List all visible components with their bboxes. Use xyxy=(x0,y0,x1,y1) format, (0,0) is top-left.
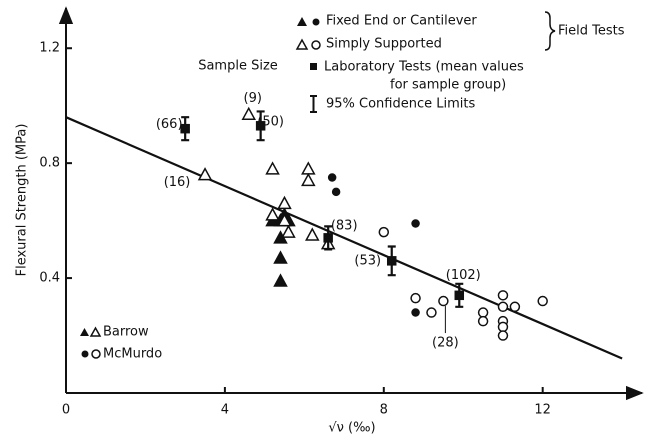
point xyxy=(454,290,465,301)
point xyxy=(273,273,288,287)
point-label: (50) xyxy=(257,114,284,129)
legend-symbol xyxy=(81,350,89,358)
y-axis-label: Flexural Strength (MPa) xyxy=(15,124,30,277)
point xyxy=(497,290,509,301)
point xyxy=(265,161,280,175)
legend-site: Barrow xyxy=(103,325,149,340)
point xyxy=(386,256,397,266)
point-label: (53) xyxy=(354,253,381,268)
legend-text: 95% Confidence Limits xyxy=(326,97,475,112)
point-label: (83) xyxy=(331,218,358,233)
point xyxy=(411,308,420,317)
point xyxy=(438,295,449,307)
point xyxy=(281,224,296,238)
x-tick-label: 8 xyxy=(380,403,388,418)
y-tick-label: 1.2 xyxy=(39,41,60,56)
point xyxy=(497,321,509,333)
point xyxy=(265,207,280,221)
legend: Fixed End or Cantilever Simply Supported… xyxy=(80,11,625,362)
point xyxy=(411,219,420,228)
legend-symbol xyxy=(310,63,317,70)
legend-symbol xyxy=(295,38,309,50)
x-tick-label: 12 xyxy=(534,403,551,418)
point xyxy=(301,161,316,175)
point xyxy=(180,123,190,134)
point xyxy=(255,121,266,131)
legend-text: Fixed End or Cantilever xyxy=(326,14,477,29)
point xyxy=(327,173,337,182)
point xyxy=(197,167,213,181)
point-label: (102) xyxy=(446,268,481,283)
legend-text: Laboratory Tests (mean values xyxy=(324,60,524,75)
x-tick-label: 4 xyxy=(221,403,229,418)
legend-symbol xyxy=(310,95,317,113)
point xyxy=(410,292,421,304)
legend-symbol xyxy=(89,326,102,337)
point xyxy=(277,195,292,210)
point xyxy=(477,315,489,327)
point-label: (66) xyxy=(156,117,183,132)
fit-line xyxy=(65,116,623,360)
legend-symbol xyxy=(311,40,321,50)
point xyxy=(241,106,256,121)
legend-text: Simply Supported xyxy=(326,37,442,52)
y-tick-label: 0.4 xyxy=(39,271,60,286)
point xyxy=(497,301,509,313)
point xyxy=(301,172,316,187)
point-label: (28) xyxy=(432,336,459,351)
legend-symbol xyxy=(312,18,320,26)
legend-text: for sample group) xyxy=(390,78,506,93)
legend-symbol xyxy=(297,17,307,26)
point xyxy=(537,295,548,307)
point xyxy=(509,301,521,313)
legend-site: McMurdo xyxy=(103,347,162,362)
point xyxy=(273,250,288,264)
point xyxy=(277,213,292,227)
y-tick-label: 0.8 xyxy=(39,156,60,171)
point xyxy=(331,187,341,197)
point xyxy=(378,226,390,238)
x-tick-label: 0 xyxy=(62,403,70,418)
legend-symbol xyxy=(91,349,101,359)
point-label: (9) xyxy=(244,91,262,106)
point xyxy=(305,227,320,241)
point xyxy=(477,307,489,318)
legend-group: Field Tests xyxy=(558,24,625,39)
point xyxy=(497,330,509,341)
point xyxy=(323,233,333,243)
annotation: Sample Size xyxy=(198,59,278,74)
x-axis-label: √ν (‰) xyxy=(328,421,375,436)
point-label: (16) xyxy=(164,175,191,190)
legend-brace xyxy=(544,11,556,51)
legend-symbol xyxy=(80,328,89,336)
point xyxy=(426,307,437,318)
